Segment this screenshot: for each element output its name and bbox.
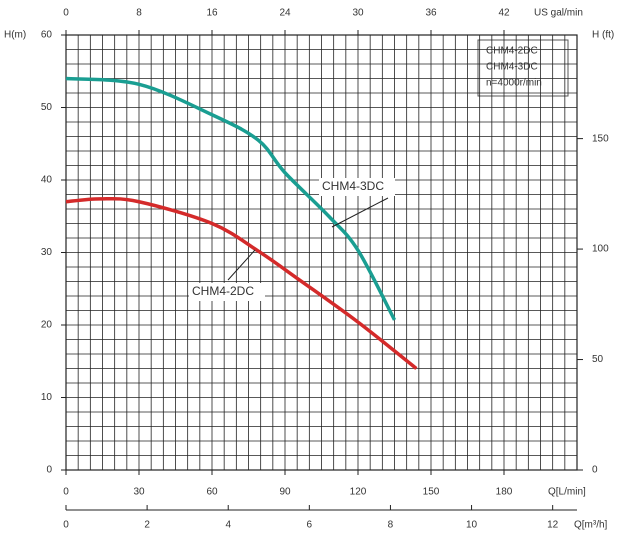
x2-tick-label: 0 [63, 8, 69, 19]
x-tick-label: 30 [133, 487, 145, 498]
x2-tick-label: 24 [279, 8, 291, 19]
x2-axis-title: US gal/min [534, 8, 583, 19]
y2-tick-label: 0 [592, 465, 598, 476]
x2-tick-label: 30 [352, 8, 364, 19]
x2-tick-label: 8 [136, 8, 142, 19]
y-tick-label: 0 [46, 465, 52, 476]
x-tick-label: 180 [496, 487, 513, 498]
x-tick-label: 0 [63, 487, 69, 498]
x-tick-label: 90 [279, 487, 291, 498]
curve [65, 76, 397, 321]
y-tick-label: 50 [41, 102, 53, 113]
x-axis-title: Q[L/min] [548, 487, 586, 498]
y2-axis-title: H (ft) [592, 30, 614, 41]
y-tick-label: 10 [41, 392, 53, 403]
curve-label: CHM4-3DC [322, 179, 384, 193]
y-tick-label: 40 [41, 175, 53, 186]
x3-tick-label: 10 [466, 520, 478, 531]
x-tick-label: 120 [350, 487, 367, 498]
x-tick-label: 60 [206, 487, 218, 498]
leader-line [331, 197, 389, 228]
y-tick-label: 30 [41, 247, 53, 258]
curve-label: CHM4-2DC [192, 284, 254, 298]
curve [65, 196, 418, 370]
y2-tick-label: 150 [592, 133, 609, 144]
x3-tick-label: 4 [225, 520, 231, 531]
x3-axis-title: Q[m³/h] [574, 520, 608, 531]
x2-tick-label: 42 [498, 8, 510, 19]
legend-entry: CHM4-3DC [486, 62, 538, 73]
curve-label-bg [189, 283, 265, 301]
y-tick-label: 20 [41, 320, 53, 331]
x2-tick-label: 16 [206, 8, 218, 19]
grid [66, 35, 577, 470]
x3-tick-label: 0 [63, 520, 69, 531]
x3-tick-label: 6 [307, 520, 313, 531]
curve-label-bg [319, 178, 395, 196]
leader-line [227, 249, 256, 281]
y-axis-title: H(m) [4, 30, 26, 41]
x2-tick-label: 36 [425, 8, 437, 19]
y2-tick-label: 100 [592, 244, 609, 255]
y-tick-label: 60 [41, 30, 53, 41]
legend-note: n=4000r/min [486, 78, 542, 89]
y2-tick-label: 50 [592, 354, 604, 365]
x3-tick-label: 2 [144, 520, 150, 531]
legend-entry: CHM4-2DC [486, 46, 538, 57]
x3-tick-label: 8 [388, 520, 394, 531]
x3-tick-label: 12 [547, 520, 559, 531]
x-tick-label: 150 [423, 487, 440, 498]
